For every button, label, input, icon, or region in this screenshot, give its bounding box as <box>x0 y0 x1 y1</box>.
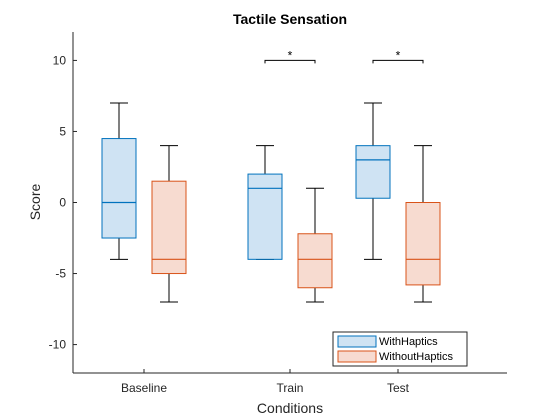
significance-bracket-train: * <box>264 48 316 64</box>
significance-bracket-test: * <box>372 48 424 64</box>
box-withouthaptics-train <box>297 187 333 303</box>
y-tick-label: 5 <box>59 124 66 138</box>
y-tick-label: -10 <box>49 338 67 352</box>
x-axis-label: Conditions <box>257 400 323 416</box>
box-withouthaptics-test <box>405 145 441 303</box>
box-iqr <box>405 202 441 286</box>
bracket-line <box>372 59 424 64</box>
legend-entry: WithHaptics <box>379 336 438 348</box>
legend-swatch <box>337 350 377 363</box>
plot-background <box>73 32 507 373</box>
y-tick-label: -5 <box>55 267 66 281</box>
significance-marker: * <box>288 48 293 62</box>
box-iqr <box>355 145 391 199</box>
y-axis-label: Score <box>27 184 43 221</box>
legend-swatch <box>337 335 377 348</box>
box-withouthaptics-baseline <box>151 145 187 303</box>
x-tick-label: Baseline <box>121 381 167 395</box>
x-tick-label: Train <box>277 381 304 395</box>
y-tick-label: 0 <box>59 196 66 210</box>
y-tick-label: 10 <box>53 53 67 67</box>
legend: WithHaptics WithoutHaptics <box>332 331 468 367</box>
box-iqr <box>101 138 137 239</box>
box-withhaptics-baseline <box>101 102 137 260</box>
legend-entry: WithoutHaptics <box>379 351 453 363</box>
box-iqr <box>247 173 283 260</box>
x-tick-label: Test <box>387 381 410 395</box>
bracket-line <box>264 59 316 64</box>
box-iqr <box>297 233 333 289</box>
box-withhaptics-test <box>355 102 391 260</box>
box-iqr <box>151 180 187 275</box>
chart-title: Tactile Sensation <box>233 11 347 27</box>
significance-marker: * <box>396 48 401 62</box>
box-withhaptics-train <box>247 145 283 260</box>
